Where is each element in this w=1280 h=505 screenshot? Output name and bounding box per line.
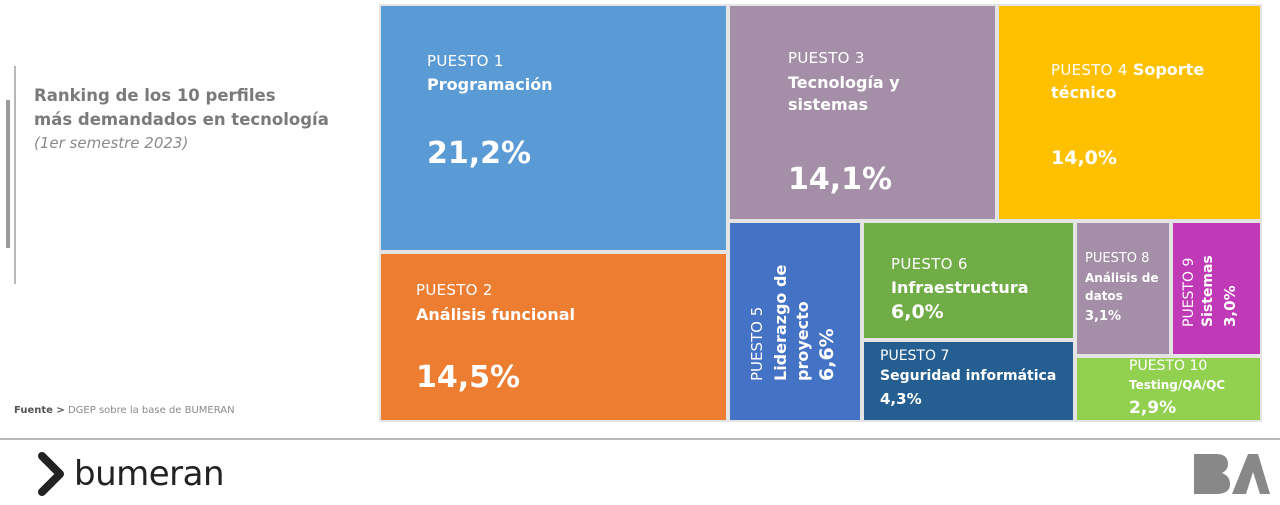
footer-divider [0,438,1280,440]
tile-value: 14,0% [1051,147,1117,169]
tile-name-line-2: datos [1085,289,1123,303]
vertical-accent-bar-thick [6,100,10,248]
tile-puesto-3: PUESTO 3 Tecnología y sistemas 14,1% [728,4,997,221]
bumeran-chevron-icon [38,452,68,496]
tile-puesto-4: PUESTO 4 Soporte técnico 14,0% [997,4,1262,221]
tile-puesto-2: PUESTO 2 Análisis funcional 14,5% [379,252,728,422]
bumeran-logo: bumeran [38,452,224,496]
tile-puesto-7: PUESTO 7 Seguridad informática 4,3% [862,340,1075,422]
vertical-accent-bar [14,66,16,284]
tile-puesto-10: PUESTO 10 Testing/QA/QC 2,9% [1075,356,1262,422]
tile-puesto-5: PUESTO 5 Liderazgo de proyecto 6,6% [728,221,862,422]
tile-rank: PUESTO 4 [1051,61,1128,79]
chart-subtitle: (1er semestre 2023) [34,132,354,154]
treemap-chart: PUESTO 1 Programación 21,2% PUESTO 2 Aná… [379,4,1262,422]
tile-value: 3,1% [1085,309,1121,324]
tile-name: Testing/QA/QC [1129,378,1225,392]
tile-rank: PUESTO 10 [1129,358,1207,374]
tile-rank: PUESTO 8 [1085,251,1149,266]
tile-name-line-2: técnico [1051,82,1116,103]
tile-name-line-1: Soporte [1133,60,1204,79]
bumeran-logo-text: bumeran [74,454,224,494]
source-label: Fuente > [14,405,65,416]
tile-name: Sistemas [1200,255,1216,327]
tile-value: 6,0% [891,301,944,323]
source-note: Fuente > DGEP sobre la base de BUMERAN [14,405,235,416]
tile-value: 21,2% [427,136,531,171]
tile-name-line-2: sistemas [788,94,868,115]
tile-rank: PUESTO 6 [891,255,968,273]
tile-value: 6,6% [816,328,838,381]
tile-name-line-1: Tecnología y [788,72,900,93]
tile-name-line-1: Liderazgo de [770,265,791,381]
tile-rank: PUESTO 5 [748,307,766,381]
ba-logo-icon [1192,450,1270,496]
tile-value: 14,1% [788,162,892,197]
tile-rank: PUESTO 9 [1181,258,1197,327]
tile-name: Seguridad informática [880,368,1056,384]
tile-rank: PUESTO 3 [788,49,865,67]
tile-name-line-2: proyecto [792,301,813,381]
tile-name: Análisis funcional [416,304,575,325]
tile-name-line-1: Análisis de [1085,271,1158,285]
tile-value: 3,0% [1221,285,1239,327]
tile-rank: PUESTO 1 [427,52,504,70]
tile-rank: PUESTO 2 [416,281,493,299]
chart-title-block: Ranking de los 10 perfiles más demandado… [34,84,354,154]
tile-name: Programación [427,74,553,95]
chart-title-line-1: Ranking de los 10 perfiles [34,84,354,108]
tile-name: Infraestructura [891,277,1029,298]
tile-puesto-1: PUESTO 1 Programación 21,2% [379,4,728,252]
source-text: DGEP sobre la base de BUMERAN [68,405,235,416]
tile-rank: PUESTO 7 [880,348,949,364]
tile-value: 4,3% [880,390,922,408]
ba-logo [1192,450,1270,500]
tile-rank-name-row: PUESTO 4 Soporte [1051,59,1204,80]
tile-value: 2,9% [1129,398,1176,418]
tile-value: 14,5% [416,360,520,395]
tile-puesto-6: PUESTO 6 Infraestructura 6,0% [862,221,1075,340]
chart-title-line-2: más demandados en tecnología [34,108,354,132]
tile-puesto-9: PUESTO 9 Sistemas 3,0% [1171,221,1262,356]
tile-puesto-8: PUESTO 8 Análisis de datos 3,1% [1075,221,1171,356]
